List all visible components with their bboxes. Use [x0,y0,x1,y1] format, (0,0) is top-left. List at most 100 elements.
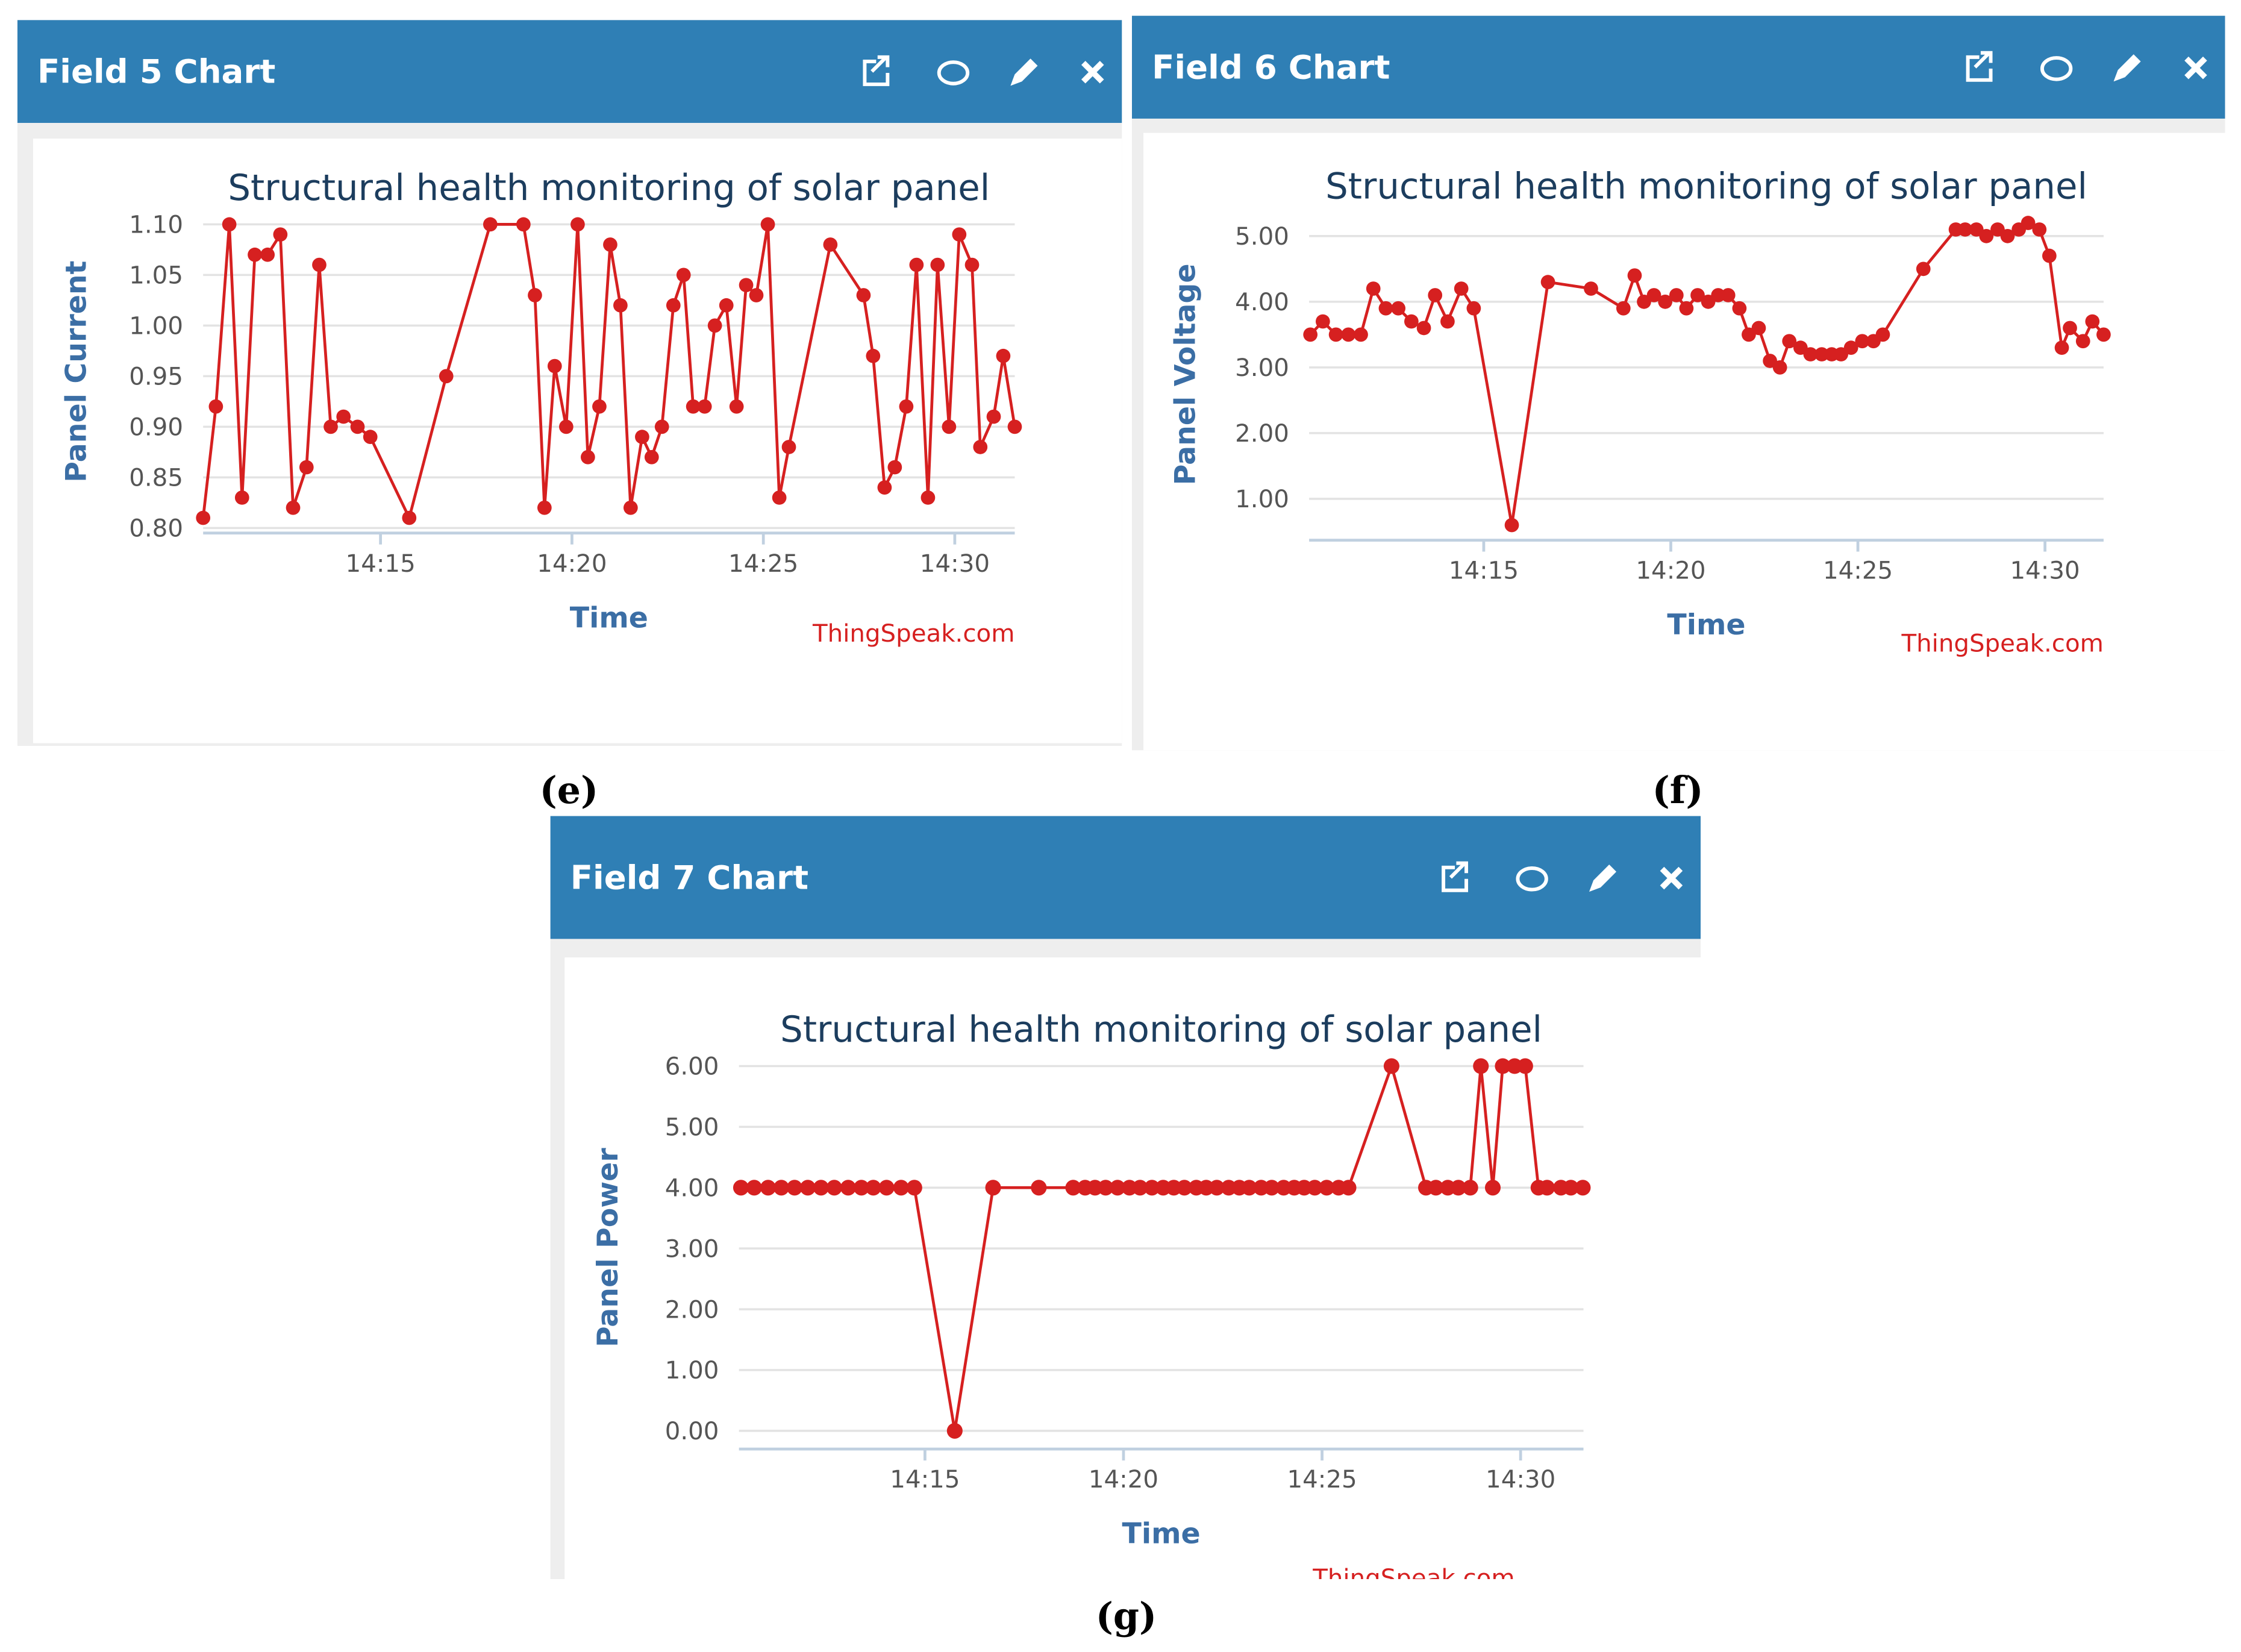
data-point [853,1180,869,1196]
data-point [786,1180,803,1196]
data-point [2054,340,2069,355]
data-point [813,1180,829,1196]
data-point [2042,248,2057,263]
data-point [1340,1180,1357,1196]
data-point [312,257,327,272]
data-point [644,449,659,465]
data-point [676,268,691,283]
data-point [1404,314,1419,329]
data-point [2096,327,2111,342]
data-point [1007,419,1022,434]
y-tick-label: 0.80 [129,515,183,543]
data-point [613,298,628,313]
caption: (e) [540,768,599,812]
chart-panel: Field 6 Chart Structural health monitorin… [1131,16,2225,751]
data-point [1721,288,1736,302]
data-point [654,419,669,434]
data-point [1354,327,1368,342]
close-icon [2184,56,2207,80]
data-point [1065,1180,1081,1196]
data-point [483,217,498,232]
edit-icon [1010,58,1038,86]
data-point [2021,216,2036,230]
data-point [1098,1180,1114,1196]
x-tick-label: 14:30 [1486,1465,1555,1494]
data-point [729,399,744,414]
y-tick-label: 1.05 [129,261,183,290]
data-point [1782,334,1797,349]
data-point [823,237,838,252]
data-point [887,460,902,475]
x-tick-label: 14:25 [1287,1465,1357,1494]
x-tick-label: 14:25 [1823,557,1893,585]
data-point [1484,1180,1501,1196]
data-point [1177,1180,1193,1196]
data-point [878,1180,895,1196]
data-point [635,430,649,445]
x-tick-label: 14:15 [890,1465,960,1494]
chart-panel: Field 5 Chart Structural health monitorin… [17,20,1122,746]
data-point [733,1180,749,1196]
chart-panel: Field 7 Chart Structural health monitorin… [550,816,1701,1592]
y-tick-label: 4.00 [1235,288,1289,316]
data-point [1875,327,1890,342]
data-point [893,1180,909,1196]
data-point [985,1180,1001,1196]
data-point [746,1180,762,1196]
comment-icon [937,60,970,86]
data-point [1504,518,1519,533]
data-point [1772,360,1787,375]
x-tick-label: 14:20 [537,549,607,578]
data-point [973,440,988,454]
y-tick-label: 6.00 [665,1053,719,1081]
data-point [707,318,722,333]
edit-icon [1589,865,1617,892]
data-point [286,500,301,515]
data-point [1584,281,1598,296]
data-point [2000,228,2015,243]
panel-title: Field 6 Chart [1152,48,1390,86]
y-tick-label: 0.00 [665,1417,719,1445]
edit-icon [2113,54,2141,82]
data-point [1855,334,1870,349]
data-point [1391,301,1405,316]
data-point [1616,301,1631,316]
data-point [840,1180,857,1196]
y-tick-label: 1.10 [129,211,183,239]
credit: ThingSpeak.com [1901,630,2103,658]
y-axis-label: Panel Current [60,261,93,483]
data-point [1916,261,1931,277]
data-point [323,419,338,434]
y-tick-label: 1.00 [129,312,183,340]
data-point [1110,1180,1126,1196]
y-tick-label: 1.00 [665,1356,719,1384]
y-tick-label: 3.00 [665,1234,719,1263]
data-point [899,399,914,414]
data-point [749,288,764,302]
data-point [986,409,1001,424]
x-axis-label: Time [1122,1518,1201,1551]
data-point [799,1180,816,1196]
y-axis-label: Panel Power [592,1148,625,1347]
caption: (f) [1652,768,1704,812]
data-point [439,369,454,384]
data-point [1319,1180,1335,1196]
data-point [208,399,223,414]
data-point [1378,301,1393,316]
x-tick-label: 14:30 [920,549,990,578]
data-point [528,288,542,302]
data-point [1383,1058,1399,1074]
data-point [1495,1058,1511,1074]
data-point [1316,314,1330,329]
credit: ThingSpeak.com [1312,1564,1514,1592]
data-point [402,510,417,525]
data-point [1679,301,1694,316]
data-point [1814,347,1829,361]
open-icon [863,55,890,86]
y-tick-label: 3.00 [1235,354,1289,382]
data-point [234,490,249,505]
data-point [1208,1180,1225,1196]
data-point [2085,314,2100,329]
data-point [1658,294,1673,309]
data-point [1307,1180,1323,1196]
